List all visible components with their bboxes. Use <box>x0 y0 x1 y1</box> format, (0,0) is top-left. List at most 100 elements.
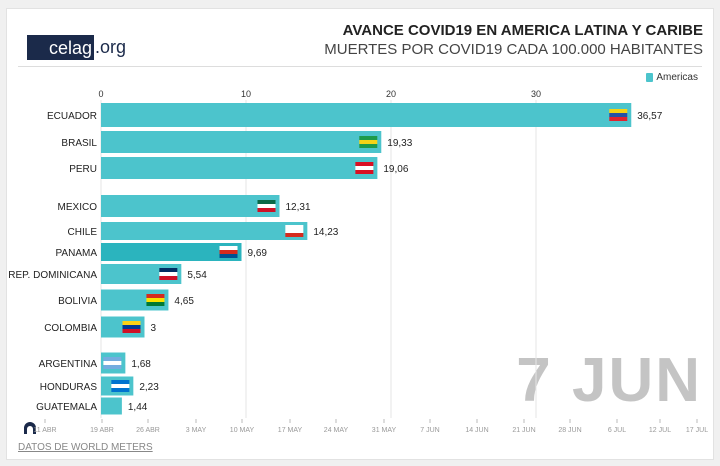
category-label: ARGENTINA <box>39 359 98 370</box>
flag-icon-stripe <box>355 162 374 166</box>
flag-icon-stripe <box>609 113 628 117</box>
value-label: 2,23 <box>139 382 159 393</box>
play-icon[interactable] <box>24 422 36 434</box>
bar-group: COLOMBIA 3 <box>44 316 157 338</box>
bar-group: PERU 19,06 <box>69 157 409 179</box>
flag-icon-stripe <box>159 268 178 272</box>
timeline-date-label[interactable]: 31 MAY <box>372 427 397 434</box>
timeline-date-label[interactable]: 12 JUL <box>649 427 671 434</box>
flag-icon-stripe <box>146 298 165 302</box>
legend-label: Americas <box>656 72 698 83</box>
category-label: GUATEMALA <box>36 402 97 413</box>
flag-icon-stripe <box>359 140 378 144</box>
category-label: CHILE <box>68 227 98 238</box>
category-label: BRASIL <box>61 138 97 149</box>
value-label: 9,69 <box>248 248 268 259</box>
bar-group: PANAMA 9,69 <box>56 243 268 261</box>
bar-group: HONDURAS 2,23 <box>40 376 159 396</box>
logo-suffix: .org <box>95 37 127 57</box>
flag-icon-stripe <box>219 254 238 258</box>
current-date-label: 7 JUN <box>516 346 702 415</box>
value-label: 19,33 <box>387 138 412 149</box>
value-label: 19,06 <box>383 164 408 175</box>
bar <box>101 397 122 415</box>
flag-icon-stripe <box>122 321 141 325</box>
category-label: ECUADOR <box>47 111 97 122</box>
flag-icon-stripe <box>159 272 178 276</box>
flag-icon-stripe <box>219 246 238 250</box>
bar-group: CHILE 14,23 <box>68 222 339 240</box>
flag-icon-stripe <box>285 225 304 229</box>
timeline-date-label[interactable]: 10 MAY <box>230 427 255 434</box>
legend-swatch <box>646 73 654 82</box>
bar-group: ECUADOR 36,57 <box>47 103 663 127</box>
timeline-date-label[interactable]: 19 ABR <box>90 427 114 434</box>
timeline-date-label[interactable]: 28 JUN <box>558 427 581 434</box>
category-label: PANAMA <box>56 248 98 259</box>
value-label: 12,31 <box>285 202 310 213</box>
flag-icon-stripe <box>257 200 276 204</box>
x-tick-label: 20 <box>386 89 396 99</box>
bar-group: BRASIL 19,33 <box>61 131 413 153</box>
timeline-date-label[interactable]: 24 MAY <box>324 427 349 434</box>
flag-icon-stripe <box>159 276 178 280</box>
flag-icon-stripe <box>103 365 122 369</box>
bar <box>101 131 382 153</box>
flag-icon-stripe <box>146 302 165 306</box>
bar <box>101 243 242 261</box>
value-label: 3 <box>151 323 157 334</box>
timeline-date-label[interactable]: 26 ABR <box>136 427 160 434</box>
bar-group: BOLIVIA 4,65 <box>58 289 194 311</box>
x-tick-label: 30 <box>531 89 541 99</box>
bar-group: GUATEMALA 1,44 <box>36 397 148 415</box>
flag-icon-stripe <box>146 294 165 298</box>
value-label: 1,44 <box>128 402 148 413</box>
value-label: 36,57 <box>637 111 662 122</box>
category-label: HONDURAS <box>40 382 98 393</box>
source-link[interactable]: DATOS DE WORLD METERS <box>18 442 153 453</box>
timeline-date-label[interactable]: 11 ABR <box>33 427 56 434</box>
bar-group: MEXICO 12,31 <box>58 195 311 217</box>
flag-icon-stripe <box>103 361 122 365</box>
bar <box>101 103 632 127</box>
flag-icon-stripe <box>609 117 628 121</box>
timeline-date-label[interactable]: 21 JUN <box>512 427 535 434</box>
flag-icon-stripe <box>257 204 276 208</box>
flag-icon-stripe <box>111 388 130 392</box>
flag-icon-stripe <box>355 166 374 170</box>
value-label: 4,65 <box>174 296 194 307</box>
value-label: 1,68 <box>131 359 151 370</box>
flag-icon-stripe <box>359 136 378 140</box>
bar-group: ARGENTINA 1,68 <box>39 352 151 374</box>
x-tick-label: 0 <box>98 89 103 99</box>
chart-subtitle: MUERTES POR COVID19 CADA 100.000 HABITAN… <box>324 41 703 58</box>
flag-icon-stripe <box>257 208 276 212</box>
x-tick-label: 10 <box>241 89 251 99</box>
category-label: REP. DOMINICANA <box>8 270 97 281</box>
legend[interactable]: Americas <box>646 72 698 83</box>
flag-icon-stripe <box>219 250 238 254</box>
flag-icon-stripe <box>122 325 141 329</box>
category-label: PERU <box>69 164 97 175</box>
category-label: MEXICO <box>58 202 98 213</box>
value-label: 14,23 <box>313 227 338 238</box>
timeline-date-label[interactable]: 14 JUN <box>465 427 488 434</box>
flag-icon-stripe <box>122 329 141 333</box>
chart-title: AVANCE COVID19 EN AMERICA LATINA Y CARIB… <box>342 22 703 39</box>
bar <box>101 157 378 179</box>
value-label: 5,54 <box>187 270 207 281</box>
bar <box>101 222 308 240</box>
timeline-date-label[interactable]: 17 JUL <box>686 427 708 434</box>
timeline-date-label[interactable]: 7 JUN <box>420 427 439 434</box>
timeline-date-label[interactable]: 3 MAY <box>186 427 207 434</box>
timeline-date-label[interactable]: 17 MAY <box>278 427 303 434</box>
flag-icon-stripe <box>609 109 628 113</box>
category-label: BOLIVIA <box>58 296 97 307</box>
flag-icon-stripe <box>285 229 304 233</box>
flag-icon-stripe <box>285 233 304 237</box>
timeline-date-label[interactable]: 6 JUL <box>608 427 626 434</box>
celag-logo[interactable]: celag .org <box>27 35 126 60</box>
category-label: COLOMBIA <box>44 323 97 334</box>
flag-icon-stripe <box>111 384 130 388</box>
